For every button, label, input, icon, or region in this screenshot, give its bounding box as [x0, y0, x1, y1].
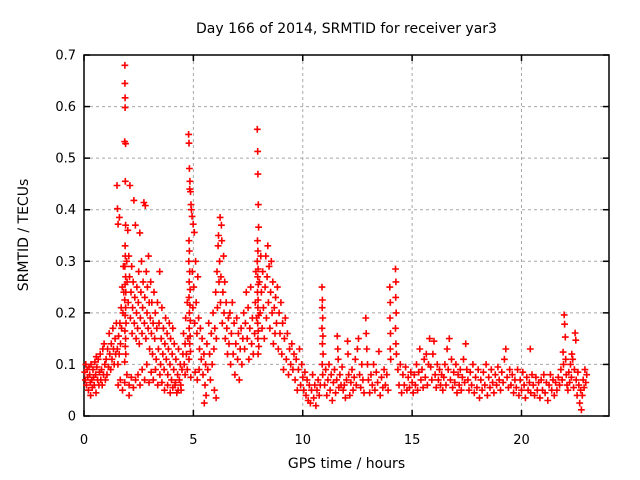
y-tick-label: 0.5 — [55, 152, 76, 167]
axis-ticks — [83, 54, 609, 417]
y-tick-label: 0.7 — [55, 49, 76, 64]
gridlines — [84, 55, 609, 416]
y-tick-label: 0.6 — [55, 100, 76, 115]
chart-title: Day 166 of 2014, SRMTID for receiver yar… — [196, 21, 497, 37]
y-tick-label: 0.2 — [55, 306, 76, 321]
y-tick-label: 0.1 — [55, 358, 76, 373]
x-tick-label: 15 — [404, 433, 421, 448]
y-tick-label: 0.3 — [55, 255, 76, 270]
x-axis-title: GPS time / hours — [287, 456, 406, 472]
y-tick-label: 0 — [68, 410, 76, 425]
y-axis-title: SRMTID / TECUs — [16, 178, 32, 292]
tick-labels: 0 5 10 15 20 0 0.1 0.2 0.3 0.4 0.5 0.6 0.7 — [55, 49, 529, 449]
x-tick-label: 20 — [513, 433, 530, 448]
x-tick-label: 0 — [80, 433, 88, 448]
data-points — [81, 61, 591, 414]
x-tick-label: 5 — [189, 433, 197, 448]
x-tick-label: 10 — [294, 433, 311, 448]
y-tick-label: 0.4 — [55, 203, 76, 218]
plot-border — [83, 54, 610, 417]
